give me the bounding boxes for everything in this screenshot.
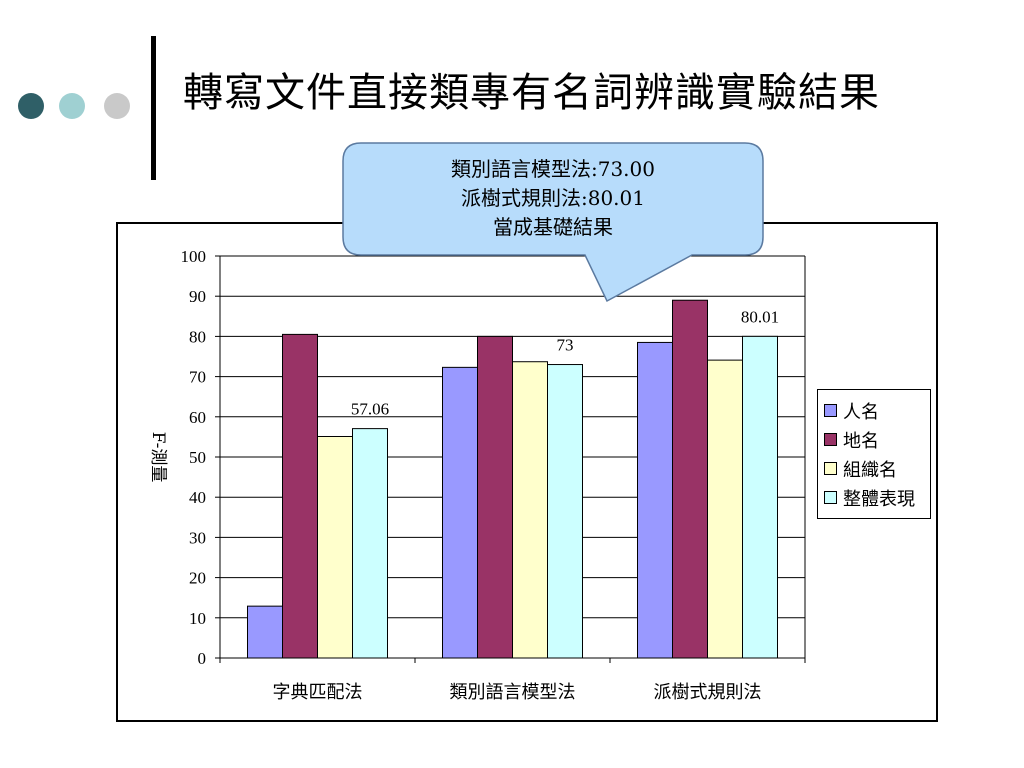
data-labels: 57.06 73 80.01 [351, 307, 779, 418]
data-label: 57.06 [351, 400, 389, 419]
callout-shape [342, 142, 764, 303]
y-tick-label: 40 [189, 488, 206, 507]
callout-line-2: 派樹式規則法:80.01 [461, 186, 645, 210]
legend-label: 整體表現 [843, 488, 915, 510]
bar-1-4 [352, 428, 388, 659]
data-label: 73 [557, 336, 574, 355]
y-tick-label: 100 [181, 247, 207, 266]
data-label: 80.01 [741, 307, 779, 326]
bar-3-3 [707, 359, 743, 659]
decorative-dots [18, 93, 130, 119]
y-tick-label: 30 [189, 528, 206, 547]
legend-item: 地名 [824, 425, 930, 454]
bar-1-2 [282, 333, 318, 659]
x-tick-label: 字典匹配法 [273, 682, 363, 703]
y-tick-label: 50 [189, 448, 206, 467]
bar-2-2 [477, 335, 513, 659]
axes: 0 10 20 30 40 50 60 70 80 90 100 字典匹配法 類別語言模型法 派樹式規則法 [181, 247, 806, 703]
y-tick-label: 10 [189, 609, 206, 628]
slide-title: 轉寫文件直接類專有名詞辨識實驗結果 [183, 70, 880, 116]
decor-dot-1 [18, 93, 44, 119]
title-accent-bar [151, 36, 156, 180]
legend-label: 地名 [843, 430, 879, 452]
bar-2-3 [512, 361, 548, 659]
legend-item: 人名 [824, 396, 930, 425]
bar-1-3 [317, 435, 353, 659]
x-tick-label: 類別語言模型法 [450, 682, 576, 703]
y-tick-label: 60 [189, 408, 206, 427]
legend-label: 組織名 [843, 459, 897, 481]
callout-line-1: 類別語言模型法:73.00 [451, 157, 655, 181]
y-axis-label: F-測量 [148, 432, 168, 483]
legend-swatch [824, 404, 837, 417]
decor-dot-3 [104, 93, 130, 119]
callout-text: 類別語言模型法:73.00 派樹式規則法:80.01 當成基礎結果 [346, 155, 760, 242]
chart-legend: 人名地名組織名整體表現 [817, 389, 931, 519]
y-tick-label: 80 [189, 327, 206, 346]
legend-item: 組織名 [824, 454, 930, 483]
y-tick-label: 20 [189, 569, 206, 588]
decor-dot-2 [59, 93, 85, 119]
legend-swatch [824, 462, 837, 475]
y-tick-label: 90 [189, 287, 206, 306]
legend-swatch [824, 491, 837, 504]
bar-3-2 [672, 299, 708, 659]
y-tick-label: 0 [198, 649, 207, 668]
y-tick-label: 70 [189, 368, 206, 387]
x-tick-label: 派樹式規則法 [654, 682, 762, 703]
legend-item: 整體表現 [824, 483, 930, 512]
legend-swatch [824, 433, 837, 446]
callout-line-3: 當成基礎結果 [493, 215, 613, 239]
legend-label: 人名 [843, 401, 879, 423]
